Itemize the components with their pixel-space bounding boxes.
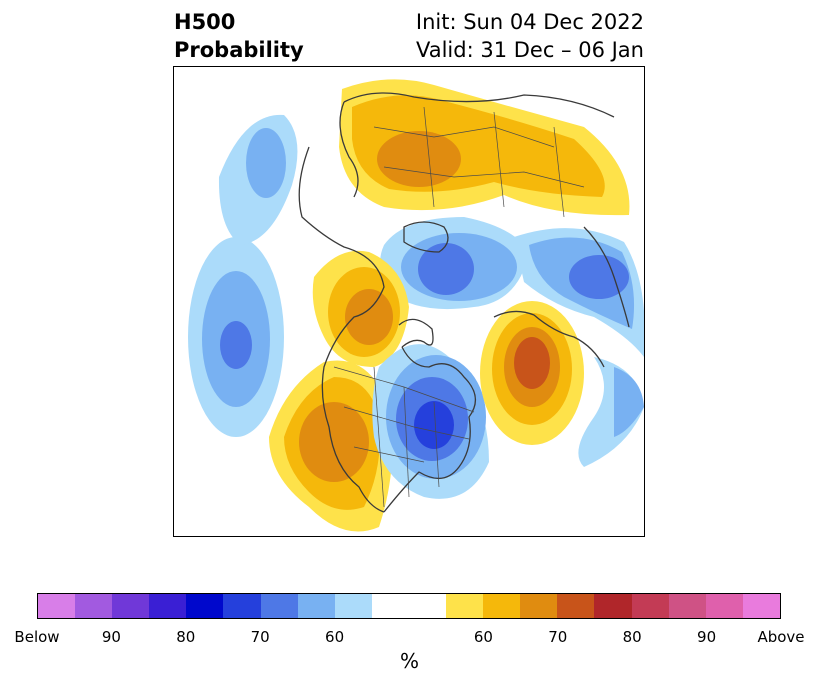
colorbar-above-bin-6 bbox=[668, 594, 706, 618]
colorbar-below-bin-1 bbox=[75, 594, 113, 618]
colorbar-below-bin-3 bbox=[149, 594, 187, 618]
colorbar-tick-label: 80 bbox=[622, 628, 642, 646]
colorbar-above-bin-1 bbox=[483, 594, 521, 618]
map-canvas bbox=[188, 79, 644, 532]
colorbar-tick-labels: Below 90 80 70 60 60 70 80 90 Above bbox=[0, 628, 819, 648]
colorbar-above-bin-5 bbox=[631, 594, 669, 618]
colorbar-below-bin-4 bbox=[186, 594, 224, 618]
anomaly-bering bbox=[218, 114, 298, 245]
colorbar-below-bin-6 bbox=[260, 594, 298, 618]
colorbar-below-bin-0 bbox=[38, 594, 76, 618]
colorbar-tick-label: 90 bbox=[697, 628, 717, 646]
colorbar-tick-label: 60 bbox=[325, 628, 345, 646]
colorbar-tick-label: Above bbox=[757, 628, 805, 646]
colorbar-tick-label: 70 bbox=[548, 628, 568, 646]
colorbar-above-bin-0 bbox=[446, 594, 484, 618]
map-title: H500 Probability bbox=[174, 8, 304, 64]
colorbar-neutral-bin bbox=[371, 594, 447, 618]
anomaly-scandinavia bbox=[514, 228, 644, 357]
anomaly-north-atlantic bbox=[480, 301, 584, 445]
colorbar-tick-label: 60 bbox=[473, 628, 493, 646]
title-quantity: Probability bbox=[174, 38, 304, 62]
colorbar-above-bin-2 bbox=[520, 594, 558, 618]
colorbar-tick-label: Below bbox=[14, 628, 60, 646]
anomaly-eastern-north-america bbox=[372, 344, 489, 499]
colorbar-unit-label: % bbox=[399, 649, 419, 673]
anomaly-east-atlantic bbox=[578, 357, 644, 467]
probability-colorbar bbox=[37, 593, 781, 619]
political-boundaries bbox=[333, 106, 585, 508]
title-variable: H500 bbox=[174, 10, 236, 34]
colorbar-tick-label: 90 bbox=[101, 628, 121, 646]
valid-range: Valid: 31 Dec – 06 Jan bbox=[415, 38, 644, 62]
colorbar-below-bin-8 bbox=[334, 594, 372, 618]
colorbar-below-bin-2 bbox=[112, 594, 150, 618]
colorbar-below-bin-7 bbox=[297, 594, 335, 618]
anomaly-greenland bbox=[380, 217, 529, 310]
colorbar-below-bin-5 bbox=[223, 594, 261, 618]
colorbar-above-bin-8 bbox=[742, 594, 780, 618]
colorbar-above-bin-7 bbox=[705, 594, 743, 618]
probability-map bbox=[173, 66, 645, 537]
colorbar-tick-label: 80 bbox=[176, 628, 196, 646]
coastlines bbox=[298, 92, 630, 513]
anomaly-north-pacific bbox=[188, 237, 284, 437]
colorbar-tick-label: 70 bbox=[250, 628, 270, 646]
colorbar-above-bin-4 bbox=[594, 594, 632, 618]
init-date: Init: Sun 04 Dec 2022 bbox=[415, 10, 644, 34]
colorbar-above-bin-3 bbox=[557, 594, 595, 618]
forecast-dates: Init: Sun 04 Dec 2022 Valid: 31 Dec – 06… bbox=[416, 8, 644, 64]
anomaly-siberia bbox=[339, 79, 630, 216]
